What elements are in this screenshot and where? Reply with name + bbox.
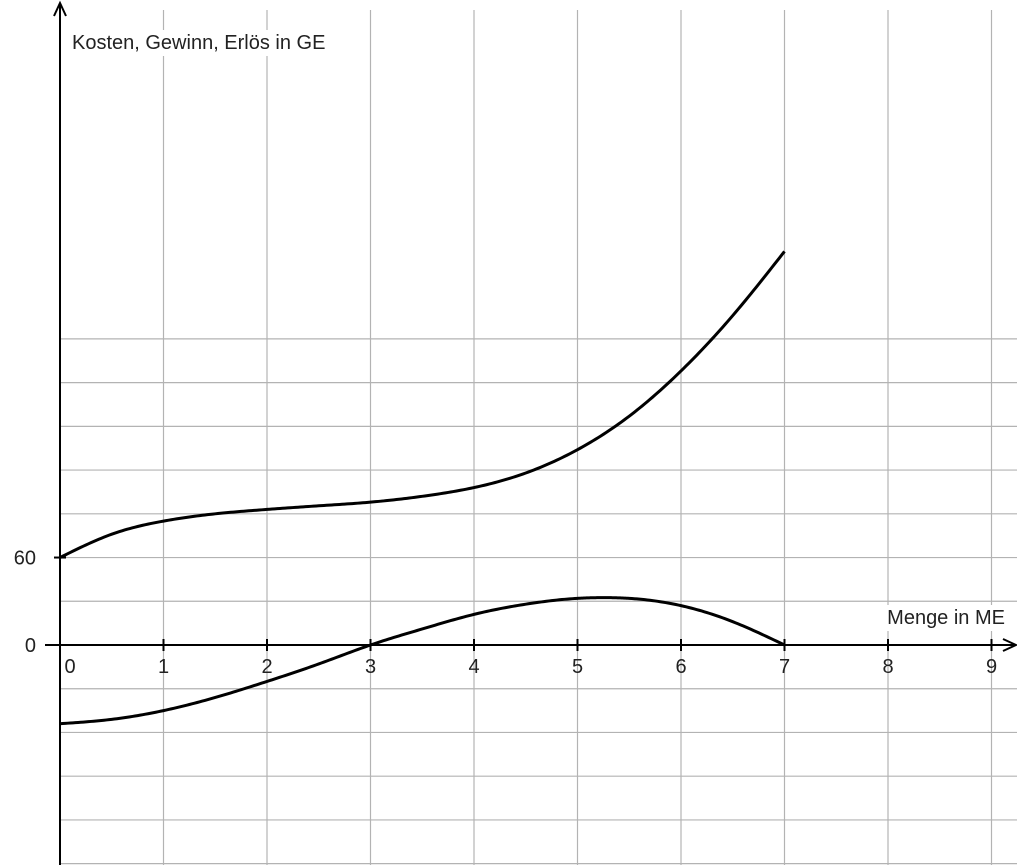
y-axis-title-bg	[68, 30, 330, 56]
axes	[45, 0, 1017, 865]
x-tick-label: 0	[64, 656, 75, 678]
x-tick-label: 4	[468, 656, 479, 678]
x-tick-label: 5	[572, 656, 583, 678]
y-axis-title-text: Kosten, Gewinn, Erlös in GE	[72, 32, 325, 54]
gridlines	[60, 10, 1017, 865]
y-tick-label: 0	[25, 635, 36, 657]
y-axis-title: Kosten, Gewinn, Erlös in GE	[68, 30, 330, 56]
x-tick-label: 9	[986, 656, 997, 678]
x-tick-label: 1	[158, 656, 169, 678]
x-axis-title: Menge in ME	[883, 605, 1009, 631]
x-tick-label: 8	[882, 656, 893, 678]
labels: 0 1 2 3 4 5 6 7 8 9 0 60 Kosten, Gewinn, Erlös in GE…	[14, 30, 1009, 678]
x-tick-label: 2	[261, 656, 272, 678]
x-axis-title-bg	[883, 605, 1009, 631]
y-tick-label: 60	[14, 548, 36, 570]
x-tick-label: 3	[365, 656, 376, 678]
x-axis-title-text: Menge in ME	[887, 607, 1005, 629]
series-line-1	[59, 250, 786, 559]
x-axis-arrow	[1002, 638, 1017, 652]
curves	[59, 250, 786, 726]
x-tick-label: 6	[675, 656, 686, 678]
x-tick-label: 7	[779, 656, 790, 678]
y-axis-arrow	[53, 0, 67, 17]
series-line-2	[59, 596, 786, 726]
